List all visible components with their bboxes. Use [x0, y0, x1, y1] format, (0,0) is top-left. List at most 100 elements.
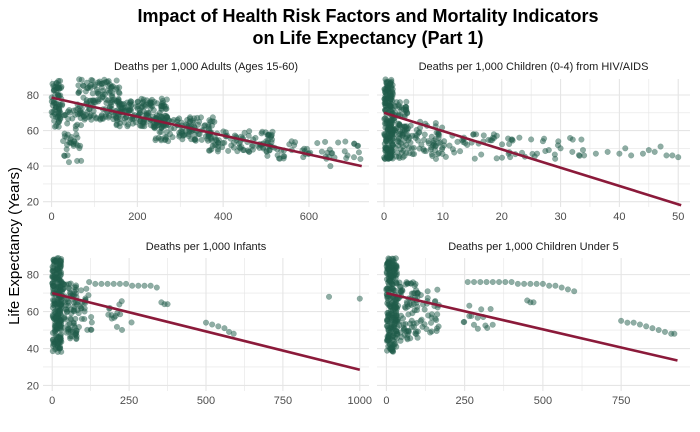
data-point [499, 141, 506, 148]
data-point [616, 150, 623, 157]
facet-panel: Deaths per 1,000 Infants 0 250 500 750 1000 20… [27, 241, 372, 407]
data-point [384, 300, 391, 307]
data-point [470, 278, 478, 286]
data-point [392, 103, 399, 110]
data-point [466, 302, 473, 309]
data-point [357, 155, 364, 163]
data-point [113, 323, 120, 330]
data-point [56, 310, 63, 317]
data-point [391, 320, 398, 327]
data-point [578, 136, 585, 143]
x-tick-label: 0 [49, 211, 55, 223]
data-point [592, 150, 599, 157]
data-point [244, 147, 251, 154]
data-point [388, 117, 395, 124]
data-point [292, 139, 299, 146]
data-point [636, 321, 643, 328]
data-point [124, 123, 131, 130]
data-point [344, 152, 351, 159]
data-point [60, 280, 67, 287]
data-point [393, 125, 400, 132]
x-tick-label: 750 [274, 395, 292, 407]
x-tick-label: 30 [554, 211, 566, 223]
data-point [90, 97, 97, 104]
data-point [496, 278, 503, 286]
data-point [57, 258, 64, 265]
data-point [386, 262, 393, 269]
data-point [86, 278, 93, 286]
data-point [129, 116, 136, 123]
data-point [405, 327, 412, 334]
data-point [454, 138, 461, 145]
data-point [657, 143, 664, 150]
data-point [555, 138, 562, 145]
data-point [509, 137, 516, 144]
data-point [462, 140, 469, 147]
facet-panel: Deaths per 1,000 Adults (Ages 15-60) 0 200… [27, 61, 369, 223]
data-point [545, 147, 552, 154]
data-point [643, 323, 650, 330]
data-point [230, 330, 237, 337]
data-point [67, 280, 74, 287]
data-point [390, 285, 397, 292]
data-point [65, 159, 73, 166]
data-point [389, 136, 396, 143]
data-point [387, 125, 394, 132]
data-point [485, 136, 492, 143]
data-point [355, 142, 362, 149]
data-point [433, 317, 440, 324]
y-tick-label: 20 [27, 197, 39, 209]
data-point [356, 295, 363, 302]
data-point [628, 152, 635, 159]
data-point [88, 76, 95, 84]
data-point [341, 148, 348, 155]
data-point [396, 99, 403, 106]
data-point [84, 326, 91, 333]
data-point [118, 101, 125, 108]
y-tick-label: 80 [27, 90, 39, 102]
data-point [266, 147, 273, 154]
data-point [205, 147, 213, 154]
data-point [106, 112, 113, 119]
data-point [268, 139, 275, 146]
data-point [194, 114, 201, 121]
data-point [533, 150, 541, 157]
data-point [198, 136, 205, 143]
data-point [75, 310, 82, 317]
data-point [483, 278, 490, 286]
data-point [153, 284, 160, 291]
data-point [385, 327, 392, 334]
data-point [156, 128, 163, 136]
data-point [195, 131, 202, 138]
data-point [110, 280, 117, 287]
data-point [63, 146, 70, 153]
data-point [387, 96, 394, 103]
y-tick-label: 60 [27, 126, 39, 138]
data-point [498, 154, 506, 161]
data-point [471, 155, 478, 162]
data-point [90, 112, 97, 119]
chart-title-line-2: on Life Expectancy (Part 1) [252, 28, 483, 48]
x-tick-label: 0 [49, 395, 55, 407]
y-tick-label: 80 [27, 270, 39, 282]
data-point [671, 330, 678, 337]
data-point [80, 82, 87, 90]
data-point [551, 151, 558, 158]
data-point [383, 285, 390, 292]
data-point [80, 94, 87, 101]
data-point [415, 137, 422, 144]
data-point [65, 299, 72, 306]
data-point [442, 153, 449, 160]
data-point [122, 280, 130, 287]
data-point [428, 319, 435, 326]
data-point [428, 151, 435, 158]
facet-strip-title: Deaths per 1,000 Infants [146, 241, 267, 253]
data-point [460, 319, 467, 326]
data-point [434, 286, 441, 293]
data-point [521, 280, 528, 287]
data-point [430, 137, 437, 144]
trend-line [51, 96, 362, 168]
data-point [192, 136, 199, 143]
data-point [470, 131, 477, 138]
data-point [387, 80, 394, 87]
